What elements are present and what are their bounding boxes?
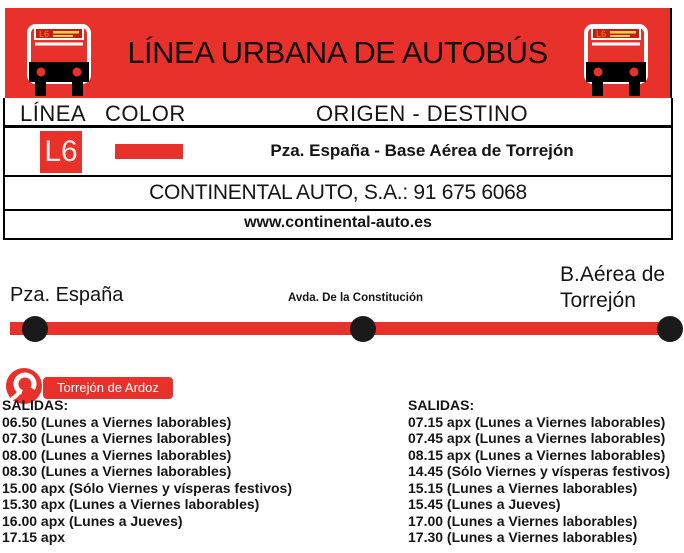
departure-time: 17.00 (Lunes a Viernes laborables): [408, 512, 638, 529]
stop-label-base-aerea: B.Aérea de Torrejón: [560, 262, 665, 314]
bus-sign-label: L6: [39, 29, 49, 39]
departures-title: SALIDAS:: [2, 397, 69, 413]
route-origin-destination: Pza. España - Base Aérea de Torrejón: [270, 141, 574, 160]
stop-dot-pza-espana: [22, 316, 48, 342]
page-title: LÍNEA URBANA DE AUTOBÚS: [127, 35, 548, 70]
header-banner: L6 LÍNEA URBANA DE AUTOBÚS L6: [5, 8, 672, 98]
column-header-color: COLOR: [105, 101, 186, 126]
website-row: www.continental-auto.es: [5, 211, 671, 240]
departures-right-column: SALIDAS: 07.15 apx (Lunes a Viernes labo…: [408, 397, 684, 546]
table-header-row: LÍNEA COLOR ORIGEN - DESTINO: [5, 98, 671, 128]
departures-left-column: SALIDAS: 06.50 (Lunes a Viernes laborabl…: [2, 397, 402, 546]
line-info-table: LÍNEA COLOR ORIGEN - DESTINO L6 Pza. Esp…: [3, 98, 673, 240]
departure-time: 07.30 (Lunes a Viernes laborables): [2, 430, 232, 446]
bus-icon: L6: [584, 24, 648, 96]
departure-time: 07.15 apx (Lunes a Viernes laborables): [408, 413, 666, 430]
departure-time: 15.30 apx (Lunes a Viernes laborables): [2, 496, 260, 512]
departure-time: 08.15 apx (Lunes a Viernes laborables): [408, 446, 666, 463]
departure-time: 08.30 (Lunes a Viernes laborables): [2, 463, 232, 479]
departure-time: 14.45 (Sólo Viernes y vísperas festivos): [408, 463, 670, 479]
departure-time: 15.45 (Lunes a Jueves): [408, 496, 561, 512]
city-name-label: Torrejón de Ardoz: [43, 377, 173, 399]
departures-title: SALIDAS:: [408, 397, 475, 413]
stop-dot-avda-constitucion: [350, 316, 376, 342]
departure-time: 15.00 apx (Sólo Viernes y vísperas festi…: [2, 479, 293, 496]
departure-time: 07.45 apx (Lunes a Viernes laborables): [408, 430, 666, 446]
operator-row: CONTINENTAL AUTO, S.A.: 91 675 6068: [5, 177, 671, 211]
departure-time: 17.15 apx: [2, 529, 66, 545]
bus-sign-label: L6: [596, 29, 606, 39]
departure-time: 08.00 (Lunes a Viernes laborables): [2, 446, 232, 463]
bus-icon: L6: [27, 24, 91, 96]
operator-website-link[interactable]: www.continental-auto.es: [244, 214, 432, 231]
departure-time: 15.15 (Lunes a Viernes laborables): [408, 479, 638, 496]
route-line: [10, 322, 676, 335]
stop-label-base-aerea-line2: Torrejón: [560, 289, 636, 312]
departure-time: 17.30 (Lunes a Viernes laborables): [408, 529, 638, 545]
torrejon-logo-icon: [6, 368, 42, 404]
departure-time: 16.00 apx (Lunes a Jueves): [2, 512, 183, 529]
column-header-linea: LÍNEA: [20, 101, 87, 126]
column-header-origen-destino: ORIGEN - DESTINO: [315, 101, 529, 126]
stop-label-avda-constitucion: Avda. De la Constitución: [288, 292, 424, 304]
line-badge: L6: [40, 131, 82, 173]
operator-name-phone: CONTINENTAL AUTO, S.A.: 91 675 6068: [149, 181, 527, 204]
line-color-swatch: [115, 144, 183, 159]
stop-label-base-aerea-line1: B.Aérea de: [560, 263, 666, 286]
line-row: L6 Pza. España - Base Aérea de Torrejón: [5, 128, 671, 177]
departure-time: 06.50 (Lunes a Viernes laborables): [2, 413, 232, 430]
route-map: Pza. España Avda. De la Constitución B.A…: [0, 260, 684, 370]
stop-dot-base-aerea: [657, 316, 683, 342]
stop-label-pza-espana: Pza. España: [10, 284, 124, 306]
